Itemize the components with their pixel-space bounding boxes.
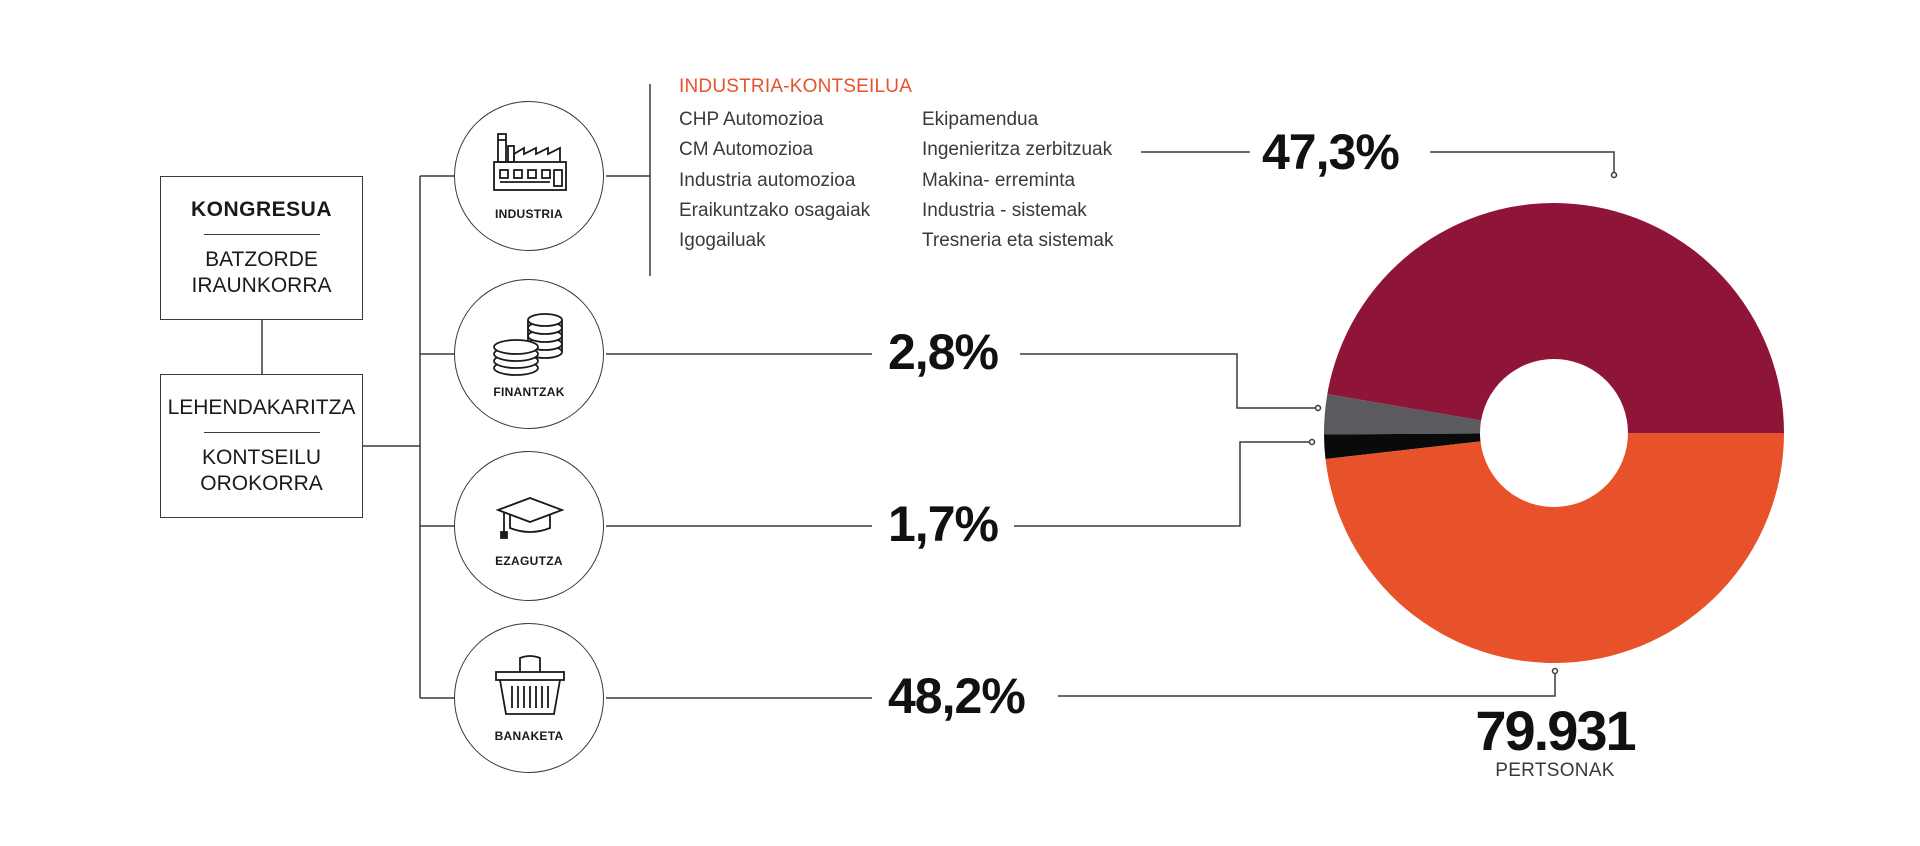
division-finantzak: FINANTZAK — [454, 279, 604, 429]
donut-chart — [1324, 203, 1784, 663]
donut-slice-banaketa — [1325, 433, 1784, 663]
list-item: Ekipamendua — [922, 109, 1039, 130]
graduation-cap-icon — [495, 497, 565, 539]
list-item: Eraikuntzako osagaiak — [679, 199, 871, 221]
share-finantzak: 2,8% — [888, 324, 999, 380]
list-item: Industria - sistemak — [922, 199, 1087, 221]
list-item: CM Automozioa — [679, 139, 814, 161]
leader-dot-industria — [1610, 171, 1618, 179]
presidency-box: LEHENDAKARITZA KONTSEILU OROKORRA — [160, 374, 363, 518]
leader-industria-share-to-chart — [1430, 151, 1615, 173]
division-industria: INDUSTRIA — [454, 101, 604, 251]
donut-slice-ezagutza — [1324, 433, 1481, 459]
division-banaketa: BANAKETA — [454, 623, 604, 773]
list-item: Tresneria eta sistemak — [922, 230, 1114, 252]
donut-slice-finantzak — [1324, 394, 1482, 435]
basket-icon — [495, 655, 565, 715]
congress-title: KONGRESUA — [190, 198, 332, 221]
division-label-ezagutza: EZAGUTZA — [495, 554, 563, 568]
list-item: Makina- erreminta — [922, 169, 1076, 191]
congress-subtitle: BATZORDE IRAUNKORRA — [191, 248, 332, 297]
share-ezagutza: 1,7% — [888, 496, 999, 552]
presidency-divider — [203, 432, 320, 433]
presidency-subtitle: KONTSEILU OROKORRA — [200, 446, 323, 495]
share-banaketa: 48,2% — [888, 668, 1026, 724]
presidency-title: LEHENDAKARITZA — [167, 396, 356, 419]
leader-finantzak-share-to-chart — [1020, 353, 1316, 409]
division-ezagutza: EZAGUTZA — [454, 451, 604, 601]
list-item: Igogailuak — [679, 230, 766, 252]
list-item: Ingenieritza zerbitzuak — [922, 139, 1113, 161]
donut-slice-industria — [1327, 203, 1784, 433]
leader-dot-finantzak — [1314, 404, 1322, 412]
factory-icon — [493, 133, 567, 191]
share-industria: 47,3% — [1262, 124, 1400, 180]
division-label-finantzak: FINANTZAK — [493, 385, 565, 399]
list-item: Industria automozioa — [679, 169, 856, 191]
industry-council-heading: INDUSTRIA-KONTSEILUA — [679, 76, 913, 97]
division-label-banaketa: BANAKETA — [494, 729, 564, 743]
list-item: CHP Automozioa — [679, 109, 824, 130]
leader-banaketa-share-to-chart — [1058, 673, 1556, 697]
congress-divider — [203, 234, 320, 235]
total-people-value: 79.931 — [1475, 699, 1636, 762]
division-label-industria: INDUSTRIA — [494, 207, 564, 221]
leader-dot-ezagutza — [1308, 438, 1316, 446]
leader-dot-banaketa — [1551, 667, 1559, 675]
leader-ezagutza-share-to-chart — [1014, 441, 1310, 527]
congress-box: KONGRESUA BATZORDE IRAUNKORRA — [160, 176, 363, 320]
coins-icon — [493, 313, 563, 376]
industry-council-col1: CHP Automozioa CM Automozioa Industria a… — [679, 105, 870, 256]
industry-council-col2: Ekipamendua Ingenieritza zerbitzuak Maki… — [922, 105, 1113, 256]
total-people-label: PERTSONAK — [1495, 760, 1615, 781]
